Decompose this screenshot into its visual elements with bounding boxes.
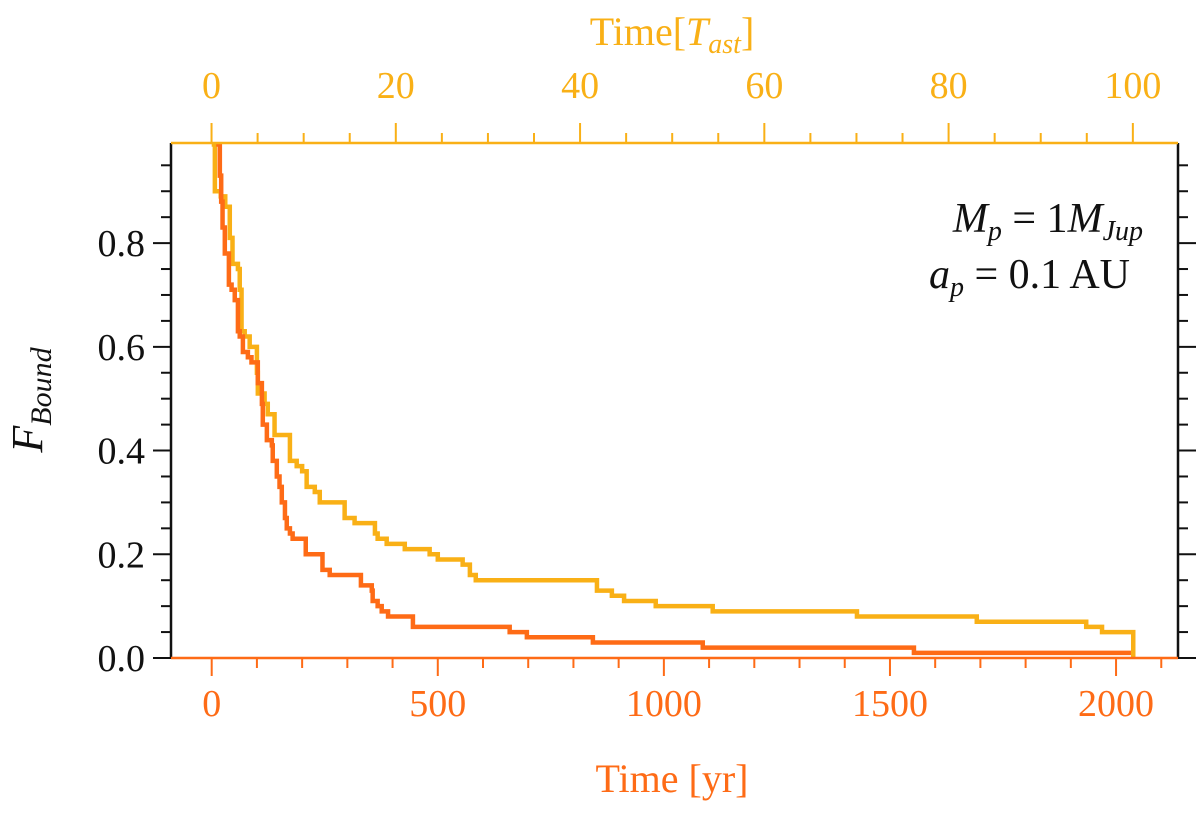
annotation-semimajor: ap = 0.1 AU <box>929 252 1130 303</box>
annotation-mass: Mp = 1MJup <box>952 196 1143 247</box>
y-axis-title-var: F <box>3 425 52 454</box>
labels-layer: 0.0 0.2 0.4 0.6 0.8 0 500 1000 1500 2000 0 20 40 60 80… <box>98 65 1162 725</box>
top-axis-title-prefix: Time[ <box>590 9 686 54</box>
x-top-tick-label: 60 <box>745 65 783 107</box>
annotation-semimajor-var: a <box>929 252 950 298</box>
x-top-tick-label: 100 <box>1104 65 1161 107</box>
series-line-0 <box>211 142 1136 658</box>
series-line-1 <box>216 142 1131 656</box>
series-layer <box>211 142 1136 658</box>
top-axis-title-var: T <box>686 9 711 54</box>
y-axis-title-sub: Bound <box>25 346 58 425</box>
annotation-mass-var2: M <box>1067 196 1105 242</box>
y-axis-title: FBound <box>3 346 58 453</box>
x-axis-title: Time [yr] <box>596 756 749 801</box>
y-tick-label: 0.4 <box>98 431 146 473</box>
top-axis-title-sub: ast <box>708 29 742 60</box>
annotation-mass-sub2: Jup <box>1103 216 1143 247</box>
y-tick-label: 0.8 <box>98 223 146 265</box>
x-top-tick-label: 40 <box>561 65 599 107</box>
x-top-tick-label: 0 <box>202 65 221 107</box>
y-tick-label: 0.6 <box>98 327 146 369</box>
annotation-mass-var: M <box>952 196 990 242</box>
axes-layer <box>153 123 1196 676</box>
annotation-mass-eq: = 1 <box>1002 196 1068 242</box>
annotation-mass-sub: p <box>986 216 1002 247</box>
x-tick-label: 500 <box>409 683 466 725</box>
y-tick-label: 0.2 <box>98 534 146 576</box>
x-tick-label: 0 <box>202 683 221 725</box>
x-top-tick-label: 20 <box>377 65 415 107</box>
top-axis-title-suffix: ] <box>741 9 754 54</box>
y-tick-label: 0.0 <box>98 638 146 680</box>
top-axis-title: Time[Tast] <box>590 9 755 60</box>
annotation-semimajor-sub: p <box>948 272 964 303</box>
annotation-semimajor-eq: = 0.1 AU <box>964 252 1130 298</box>
x-tick-label: 1000 <box>626 683 702 725</box>
x-tick-label: 2000 <box>1078 683 1154 725</box>
x-tick-label: 1500 <box>852 683 928 725</box>
x-top-tick-label: 80 <box>930 65 968 107</box>
